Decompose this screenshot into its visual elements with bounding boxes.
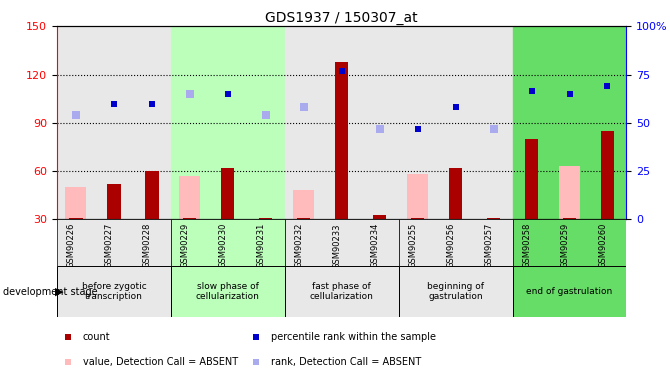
Bar	[180, 176, 200, 219]
Title: GDS1937 / 150307_at: GDS1937 / 150307_at	[265, 11, 418, 25]
Text: fast phase of
cellularization: fast phase of cellularization	[310, 282, 374, 301]
Text: GSM90257: GSM90257	[484, 223, 494, 268]
Text: GSM90234: GSM90234	[371, 223, 380, 268]
Bar	[297, 218, 310, 219]
Bar	[285, 219, 399, 266]
Bar	[57, 219, 171, 266]
Bar	[145, 171, 159, 219]
Text: value, Detection Call = ABSENT: value, Detection Call = ABSENT	[82, 357, 238, 366]
Text: rank, Detection Call = ABSENT: rank, Detection Call = ABSENT	[271, 357, 421, 366]
Bar	[513, 26, 626, 219]
Bar	[449, 168, 462, 219]
Bar	[563, 218, 576, 219]
Text: percentile rank within the sample: percentile rank within the sample	[271, 332, 436, 342]
Text: before zygotic
transcription: before zygotic transcription	[82, 282, 146, 301]
Text: GSM90233: GSM90233	[333, 223, 342, 268]
Bar	[57, 26, 171, 219]
Bar	[285, 26, 399, 219]
Bar	[559, 166, 580, 219]
Text: beginning of
gastrulation: beginning of gastrulation	[427, 282, 484, 301]
Bar	[293, 190, 314, 219]
Bar	[107, 184, 121, 219]
Bar	[171, 266, 285, 317]
Text: GSM90258: GSM90258	[523, 223, 531, 268]
Bar	[513, 219, 626, 266]
Bar	[66, 187, 86, 219]
Text: GSM90226: GSM90226	[67, 223, 76, 268]
Text: GSM90259: GSM90259	[561, 223, 570, 268]
Bar	[285, 266, 399, 317]
Bar	[513, 266, 626, 317]
Text: GSM90230: GSM90230	[219, 223, 228, 268]
Bar	[171, 26, 285, 219]
Bar	[399, 266, 513, 317]
Bar	[171, 219, 285, 266]
Bar	[399, 26, 513, 219]
Bar	[407, 174, 428, 219]
Text: GSM90227: GSM90227	[105, 223, 114, 268]
Bar	[601, 131, 614, 219]
Text: ▶: ▶	[55, 286, 64, 297]
Text: GSM90229: GSM90229	[181, 223, 190, 268]
Text: GSM90232: GSM90232	[295, 223, 304, 268]
Bar	[373, 214, 387, 219]
Bar	[335, 62, 348, 219]
Bar	[69, 218, 82, 219]
Bar	[221, 168, 234, 219]
Bar	[487, 218, 500, 219]
Bar	[525, 139, 538, 219]
Bar	[399, 219, 513, 266]
Text: development stage: development stage	[3, 286, 98, 297]
Text: GSM90256: GSM90256	[447, 223, 456, 268]
Bar	[259, 218, 273, 219]
Text: GSM90260: GSM90260	[598, 223, 608, 268]
Bar	[183, 218, 196, 219]
Bar	[411, 218, 424, 219]
Text: GSM90255: GSM90255	[409, 223, 417, 268]
Text: end of gastrulation: end of gastrulation	[527, 287, 612, 296]
Text: GSM90231: GSM90231	[257, 223, 266, 268]
Text: count: count	[82, 332, 110, 342]
Text: GSM90228: GSM90228	[143, 223, 152, 268]
Bar	[57, 266, 171, 317]
Text: slow phase of
cellularization: slow phase of cellularization	[196, 282, 260, 301]
